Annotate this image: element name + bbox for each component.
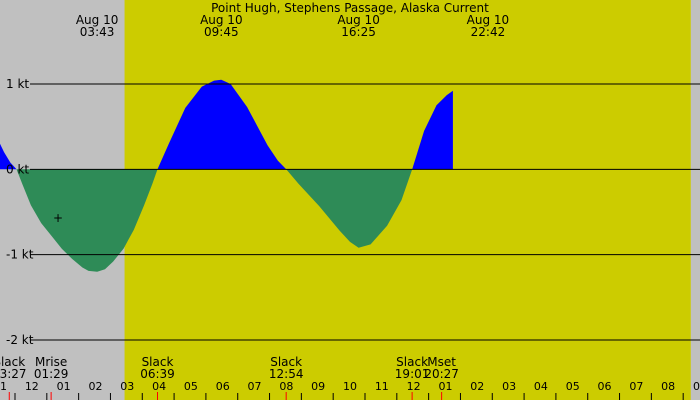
ebb-area-1: [16, 169, 158, 272]
top-event-time: 16:25: [341, 25, 376, 39]
bottom-event-name: Slack: [270, 355, 302, 369]
x-tick-label: 11: [0, 380, 7, 393]
bottom-event-time: 23:27: [0, 367, 27, 381]
x-tick-label: 03: [120, 380, 134, 393]
x-tick-label: 09: [311, 380, 325, 393]
x-tick-label: 07: [248, 380, 262, 393]
bottom-event-name: Mset: [427, 355, 456, 369]
y-tick-label: -1 kt: [6, 248, 34, 262]
x-tick-label: 04: [534, 380, 548, 393]
x-tick-label: 02: [88, 380, 102, 393]
x-tick-label: 10: [343, 380, 357, 393]
bottom-event-time: 06:39: [140, 367, 175, 381]
top-event-date: Aug 10: [76, 13, 119, 27]
x-tick-label: 07: [629, 380, 643, 393]
x-tick-label: 08: [279, 380, 293, 393]
x-tick-label: 08: [661, 380, 675, 393]
x-axis: 11 12 01 02 03 04 05 06 07 08 09 10 11 12 01 02 03 04 05 06…: [0, 380, 700, 400]
top-event-time: 03:43: [80, 25, 115, 39]
top-event-time: 22:42: [471, 25, 506, 39]
bottom-event-name: Slack: [142, 355, 174, 369]
x-tick-label: 01: [438, 380, 452, 393]
bottom-event-name: Slack: [396, 355, 428, 369]
y-tick-label: 0 kt: [6, 162, 29, 176]
y-tick-label: -2 kt: [6, 333, 34, 347]
flood-area-2: [157, 79, 287, 170]
top-event-date: Aug 10: [337, 13, 380, 27]
x-tick-label: 06: [598, 380, 612, 393]
x-tick-label: 05: [566, 380, 580, 393]
y-tick-label: 1 kt: [6, 77, 29, 91]
crosshair-marker: +: [53, 211, 63, 225]
ebb-area-3: [286, 169, 413, 248]
y-tick-labels: 1 kt 0 kt -1 kt -2 kt: [6, 77, 34, 347]
x-tick-label: 12: [407, 380, 421, 393]
x-tick-label: 02: [470, 380, 484, 393]
x-tick-label: 12: [25, 380, 39, 393]
bottom-event-time: 20:27: [424, 367, 459, 381]
top-event-date: Aug 10: [467, 13, 510, 27]
top-event-date: Aug 10: [200, 13, 243, 27]
bottom-event-time: 01:29: [34, 367, 69, 381]
chart-title: Point Hugh, Stephens Passage, Alaska Cur…: [211, 1, 489, 15]
x-tick-label: 04: [152, 380, 166, 393]
x-tick-label: 01: [57, 380, 71, 393]
bottom-event-labels: Slack23:27Mrise01:29Slack06:39Slack12:54…: [0, 355, 459, 400]
bottom-event-time: 19:01: [395, 367, 430, 381]
x-tick-label: 09: [693, 380, 700, 393]
current-areas: [0, 79, 453, 272]
x-tick-label: 03: [502, 380, 516, 393]
flood-area-0: [0, 143, 17, 170]
top-event-time: 09:45: [204, 25, 239, 39]
x-tick-label: 06: [216, 380, 230, 393]
flood-area-4: [412, 90, 453, 170]
bottom-event-name: Mrise: [35, 355, 67, 369]
bottom-event-time: 12:54: [269, 367, 304, 381]
x-tick-label: 11: [375, 380, 389, 393]
bottom-event-name: Slack: [0, 355, 25, 369]
x-tick-label: 05: [184, 380, 198, 393]
y-gridlines: [30, 83, 700, 341]
daylight-band: [124, 0, 691, 400]
